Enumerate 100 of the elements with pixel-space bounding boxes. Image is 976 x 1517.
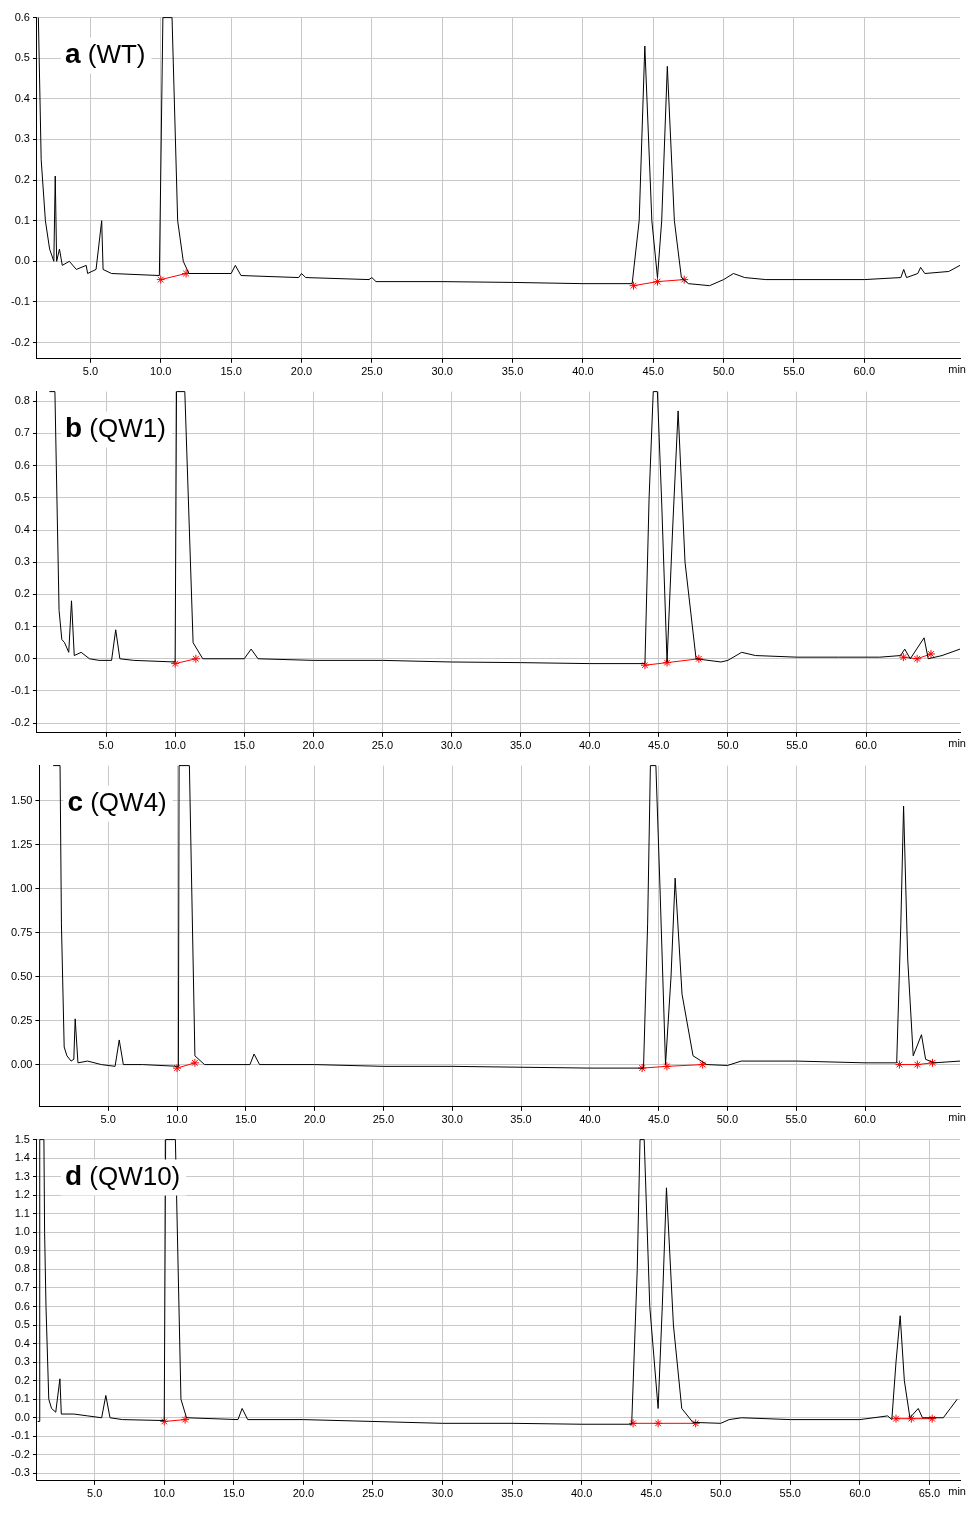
x-tick-label: 40.0 (579, 1113, 601, 1126)
y-tick-label: 0.75 (10, 925, 33, 938)
y-tick-label: 0.6 (14, 1299, 30, 1312)
x-tick-label: 35.0 (509, 739, 532, 752)
text: a (WT) (64, 38, 146, 70)
x-tick-label: 40.0 (570, 1487, 593, 1500)
x-tick-label: 50.0 (717, 739, 739, 752)
y-tick-label: 0.0 (14, 1410, 30, 1423)
y-tick-label: 0.6 (14, 458, 30, 471)
y-tick-label: 0.5 (14, 51, 30, 64)
x-tick-label: 20.0 (292, 1487, 315, 1500)
x-tick-label: 60.0 (853, 365, 876, 378)
x-tick-label: 15.0 (233, 739, 255, 752)
y-tick-label: -0.1 (10, 683, 30, 696)
y-tick-label: -0.2 (10, 1447, 30, 1460)
y-tick-label: 1.0 (14, 1225, 30, 1238)
x-tick-label: 45.0 (642, 365, 664, 378)
x-tick-label: 35.0 (501, 1487, 523, 1500)
y-tick-label: 0.5 (14, 1318, 30, 1331)
x-tick-label: 55.0 (786, 739, 808, 752)
point (898, 652, 908, 662)
y-tick-label: 0.00 (10, 1057, 33, 1070)
y-tick-label: 0.25 (10, 1013, 33, 1026)
y-tick-label: 1.3 (14, 1169, 30, 1182)
x-tick-label: 5.0 (100, 1113, 116, 1126)
x-tick-label: 5.0 (87, 1487, 103, 1500)
x-tick-label: 40.0 (572, 365, 594, 378)
point (191, 654, 201, 664)
y-tick-label: 0.2 (14, 173, 30, 186)
x-axis-title: min (948, 363, 966, 376)
x-tick-label: 25.0 (361, 365, 383, 378)
x-axis-title: min (948, 1111, 966, 1124)
y-tick-label: 0.3 (14, 1355, 30, 1368)
y-tick-label: 0.1 (14, 1392, 30, 1405)
x-tick-label: 30.0 (431, 365, 453, 378)
point (662, 658, 672, 668)
y-tick-label: -0.3 (10, 1466, 30, 1479)
point (926, 649, 936, 659)
x-tick-label: 25.0 (372, 1113, 395, 1126)
x-tick-label: 55.0 (779, 1487, 801, 1500)
x-tick-label: 20.0 (290, 365, 313, 378)
y-tick-label: 0.0 (14, 254, 30, 267)
y-tick-label: 0.4 (14, 523, 30, 536)
x-tick-label: 50.0 (712, 365, 735, 378)
x-tick-label: 15.0 (220, 365, 242, 378)
y-tick-label: 1.50 (10, 793, 33, 806)
x-tick-label: 45.0 (640, 1487, 662, 1500)
y-tick-label: 0.0 (14, 651, 30, 664)
x-tick-label: 15.0 (223, 1487, 245, 1500)
x-tick-label: 60.0 (854, 1113, 876, 1126)
y-tick-label: 0.9 (14, 1243, 30, 1256)
x-tick-label: 60.0 (855, 739, 877, 752)
y-tick-label: 0.50 (10, 969, 33, 982)
y-tick-label: 0.2 (14, 1373, 30, 1386)
text: d (QW10) (64, 1160, 181, 1192)
x-tick-label: 45.0 (647, 1113, 670, 1126)
point (640, 660, 650, 670)
y-tick-label: -0.2 (10, 716, 30, 729)
x-tick-label: 20.0 (302, 739, 325, 752)
text: c (QW4) (67, 786, 167, 818)
x-axis-title: min (948, 737, 966, 750)
x-tick-label: 10.0 (150, 365, 172, 378)
x-tick-label: 55.0 (785, 1113, 807, 1126)
x-tick-label: 60.0 (849, 1487, 871, 1500)
y-tick-label: 0.6 (14, 10, 30, 23)
x-tick-label: 50.0 (710, 1487, 732, 1500)
y-tick-label: 1.25 (10, 837, 33, 850)
x-tick-label: 30.0 (431, 1487, 454, 1500)
x-tick-label: 25.0 (362, 1487, 384, 1500)
y-tick-label: -0.2 (10, 335, 30, 348)
y-tick-label: 0.2 (14, 587, 30, 600)
y-tick-label: 0.8 (14, 394, 30, 407)
y-tick-label: -0.1 (10, 294, 30, 307)
y-tick-label: 0.3 (14, 132, 30, 145)
y-tick-label: 0.1 (14, 619, 30, 632)
x-tick-label: 25.0 (371, 739, 394, 752)
x-tick-label: 10.0 (166, 1113, 188, 1126)
y-tick-label: 0.4 (14, 91, 30, 104)
x-tick-label: 10.0 (164, 739, 186, 752)
x-tick-label: 45.0 (648, 739, 670, 752)
x-tick-label: 55.0 (783, 365, 805, 378)
x-tick-label: 30.0 (440, 739, 463, 752)
point (170, 659, 180, 669)
x-tick-label: 65.0 (918, 1487, 941, 1500)
text: b (QW1) (64, 412, 166, 444)
y-tick-label: 0.8 (14, 1262, 30, 1275)
x-tick-label: 35.0 (501, 365, 524, 378)
x-tick-label: 5.0 (82, 365, 99, 378)
y-tick-label: 1.4 (14, 1151, 30, 1164)
y-tick-label: 0.5 (14, 490, 30, 503)
y-tick-label: 0.3 (14, 555, 30, 568)
x-tick-label: 35.0 (510, 1113, 532, 1126)
x-tick-label: 40.0 (578, 739, 601, 752)
y-tick-label: 0.4 (14, 1336, 30, 1349)
x-axis-title: min (948, 1485, 966, 1498)
y-tick-label: 1.5 (14, 1132, 30, 1145)
x-tick-label: 10.0 (153, 1487, 175, 1500)
point (912, 654, 922, 664)
x-tick-label: 20.0 (303, 1113, 326, 1126)
y-tick-label: 1.2 (14, 1188, 30, 1201)
